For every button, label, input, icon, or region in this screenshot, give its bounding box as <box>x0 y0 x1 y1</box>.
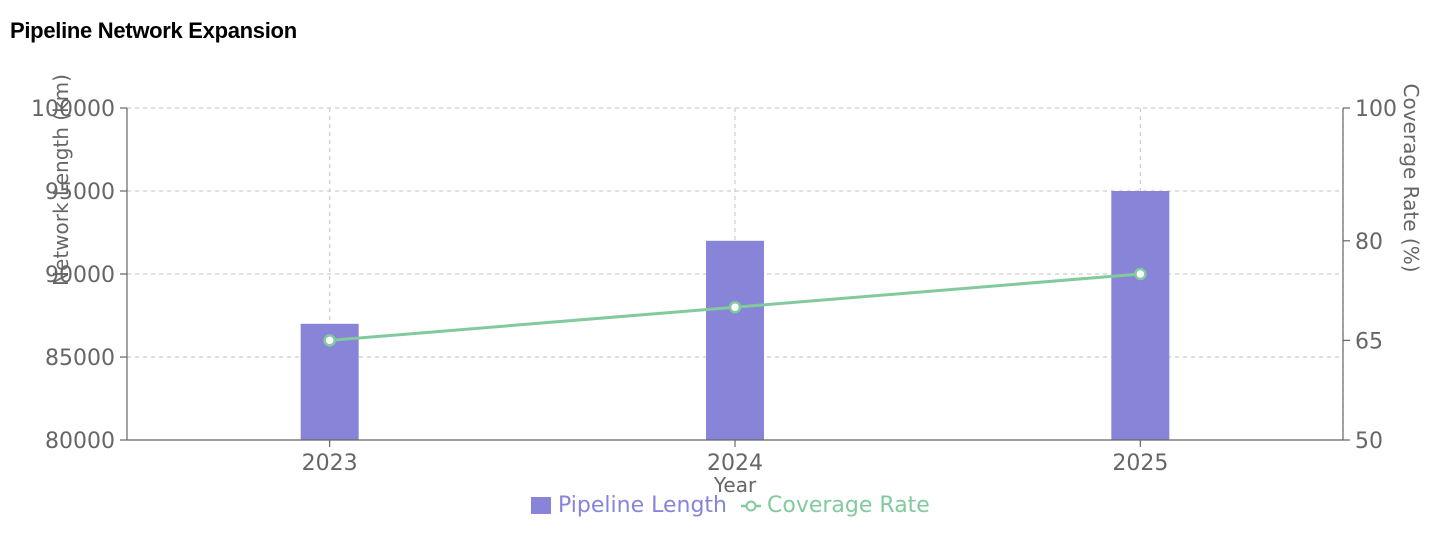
point-coverage-rate <box>323 334 336 347</box>
y-tick-label-left: 80000 <box>45 429 115 454</box>
point-coverage-rate <box>728 300 742 314</box>
x-tick-label: 2024 <box>707 451 763 476</box>
y-tick-label-left: 95000 <box>45 180 115 205</box>
legend-swatch-pipeline-length <box>531 497 551 514</box>
legend: Pipeline Length Coverage Rate <box>531 493 930 518</box>
y-tick-label-right: 80 <box>1355 230 1383 255</box>
bar-series <box>300 191 1170 440</box>
y-tick-label-left: 100000 <box>31 97 115 122</box>
chart-title: Pipeline Network Expansion <box>10 18 297 43</box>
y-tick-label-left: 85000 <box>45 346 115 371</box>
legend-swatch-coverage-rate <box>741 500 761 512</box>
y-tick-label-right: 100 <box>1355 97 1397 122</box>
line-series <box>323 267 1147 347</box>
y-tick-label-right: 50 <box>1355 429 1383 454</box>
legend-label-coverage-rate: Coverage Rate <box>767 493 930 518</box>
bar-pipeline-length <box>1111 191 1170 440</box>
x-tick-label: 2023 <box>302 451 358 476</box>
axis-labels: Network Length (km) Coverage Rate (%) Ye… <box>49 74 1423 497</box>
point-coverage-rate <box>1134 267 1147 281</box>
x-axis-label: Year <box>713 473 757 497</box>
bar-pipeline-length <box>706 240 764 440</box>
legend-label-pipeline-length: Pipeline Length <box>558 493 727 518</box>
axes: 80000 85000 90000 95000 100000 50 65 80 100 2023 2… <box>31 97 1397 476</box>
y-axis-left-label: Network Length (km) <box>49 74 73 286</box>
y-tick-label-right: 65 <box>1355 329 1383 354</box>
x-tick-label: 2025 <box>1112 451 1168 476</box>
y-tick-label-left: 90000 <box>45 263 115 288</box>
y-axis-right-label: Coverage Rate (%) <box>1399 83 1423 272</box>
